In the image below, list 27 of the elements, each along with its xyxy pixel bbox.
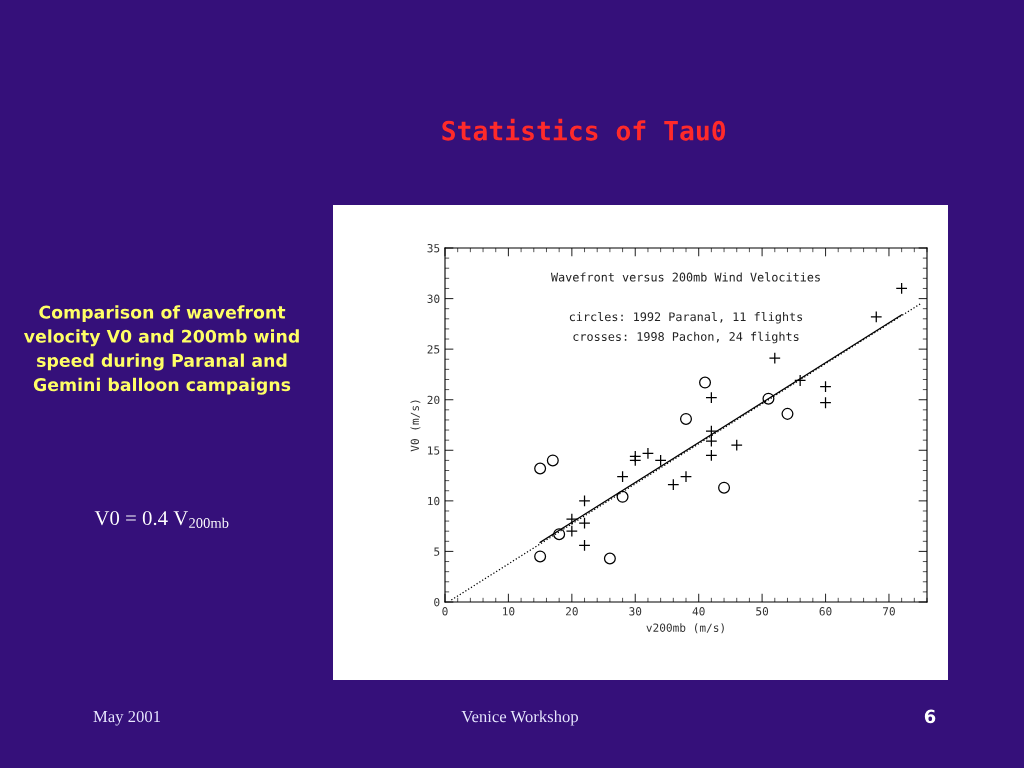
y-axis-title: V0 (m/s) xyxy=(410,400,421,452)
text: V0 = 0.4 V$_{200mb}$ xyxy=(94,511,229,528)
y-tick-label: 15 xyxy=(428,446,440,455)
y-tick-label: 20 xyxy=(427,395,440,405)
y-tick-label: 5 xyxy=(434,547,440,556)
text: Comparison of wavefront velocity V0 and 200mb wind speed during Paranal and Gemini balloon campaigns xyxy=(23,305,299,395)
x-tick-label: 50 xyxy=(756,607,769,616)
y-tick-label: 30 xyxy=(427,294,440,303)
x-tick-label: 70 xyxy=(883,607,895,616)
text: May 2001 xyxy=(93,710,161,726)
x-tick-label: 0 xyxy=(442,607,448,616)
x-tick-label: 60 xyxy=(819,607,832,616)
chart-title: Statistics of Tau0 xyxy=(442,118,726,141)
x-tick-label: 10 xyxy=(503,607,515,616)
annotation: circles: 1992 Paranal, 11 flights xyxy=(569,311,803,324)
y-tick-label: 10 xyxy=(428,496,440,506)
text: Wavefront versus 200mb Wind Velocities xyxy=(550,272,820,282)
x-tick-label: 40 xyxy=(692,607,705,616)
y-tick-label: 0 xyxy=(434,598,440,607)
text: Venice Workshop xyxy=(461,710,578,726)
annotation: crosses: 1998 Pachon, 24 flights xyxy=(573,331,799,344)
x-tick-label: 20 xyxy=(565,607,578,616)
x-axis-title: v200mb (m/s) xyxy=(646,623,724,634)
x-tick-label: 30 xyxy=(629,607,642,616)
text: 6 xyxy=(924,709,936,724)
y-tick-label: 25 xyxy=(427,345,440,354)
y-tick-label: 35 xyxy=(427,244,440,253)
